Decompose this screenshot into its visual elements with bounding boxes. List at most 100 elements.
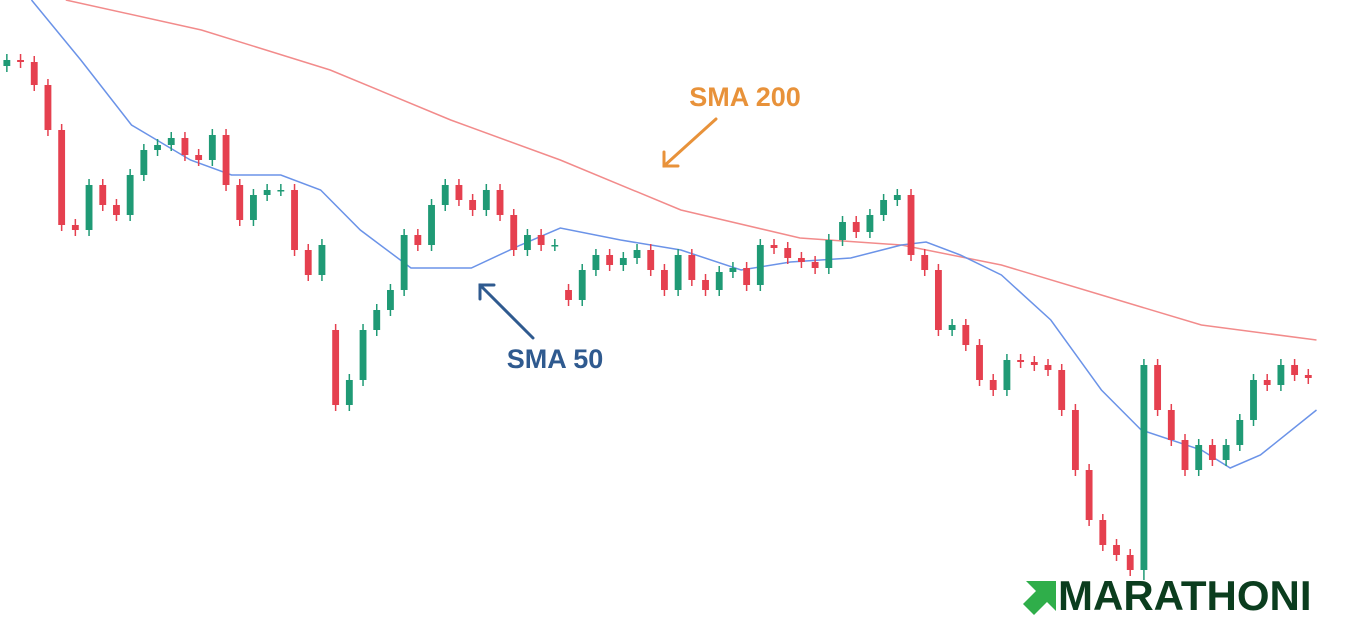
- sma-line: [30, 0, 1317, 469]
- candle-body: [784, 248, 792, 258]
- candle-body: [345, 380, 353, 405]
- candle-body: [277, 190, 285, 192]
- candle-body: [1167, 410, 1175, 440]
- candle-body: [17, 60, 24, 62]
- candle-body: [1154, 365, 1162, 410]
- candle-body: [989, 380, 997, 390]
- candle-body: [44, 85, 52, 130]
- candle-body: [1113, 545, 1120, 555]
- candle-body: [948, 325, 956, 330]
- candle-body: [880, 200, 888, 215]
- annotation-arrow: [662, 117, 718, 168]
- candle-body: [85, 185, 93, 230]
- candle-body: [537, 235, 545, 245]
- candle-body: [756, 245, 764, 285]
- candle-body: [1236, 420, 1244, 445]
- candle-body: [510, 215, 518, 250]
- candle-body: [702, 280, 709, 290]
- candle-body: [71, 225, 79, 230]
- arrow-head: [478, 283, 496, 301]
- candle-body: [291, 190, 298, 250]
- candle-body: [976, 345, 983, 380]
- candle-body: [208, 135, 216, 160]
- candle-body: [3, 60, 11, 66]
- candle-body: [1263, 380, 1271, 385]
- annotation-arrow: [478, 283, 535, 340]
- candle-body: [236, 185, 244, 220]
- candle-body: [715, 272, 723, 290]
- candle-body: [647, 250, 655, 270]
- candle-body: [962, 325, 970, 345]
- candle-body: [839, 222, 846, 240]
- candle-body: [1017, 360, 1025, 362]
- arrow-shaft: [478, 283, 535, 340]
- candle-body: [1277, 365, 1285, 385]
- candle-body: [140, 150, 148, 175]
- sma-line: [65, 0, 1317, 341]
- candle-body: [1058, 370, 1066, 410]
- candle-body: [1085, 470, 1093, 520]
- candle-body: [1291, 365, 1299, 375]
- candle-body: [1003, 360, 1011, 390]
- candle-body: [1222, 445, 1230, 460]
- candle-body: [318, 245, 326, 275]
- candle-body: [565, 290, 572, 300]
- candle-body: [250, 195, 257, 220]
- candle-body: [400, 235, 408, 290]
- candle-body: [866, 215, 874, 232]
- candle-body: [921, 255, 929, 270]
- plot: [3, 0, 1317, 580]
- candle-body: [934, 270, 942, 330]
- candle-body: [907, 195, 915, 255]
- candle-body: [263, 190, 271, 195]
- candle-body: [414, 235, 422, 245]
- candle-body: [1140, 365, 1148, 570]
- candle-body: [482, 190, 490, 210]
- annotation: SMA 200: [689, 82, 801, 112]
- candle-body: [1195, 445, 1203, 470]
- annotation: SMA 50: [507, 344, 604, 374]
- candle-body: [893, 195, 901, 200]
- arrow-head: [662, 150, 680, 168]
- candle-body: [1208, 445, 1216, 460]
- candle-body: [852, 222, 860, 232]
- candle-body: [1099, 520, 1107, 545]
- candle-body: [373, 310, 381, 330]
- candle-body: [469, 200, 477, 210]
- candle-body: [99, 185, 107, 205]
- candle-body: [825, 240, 833, 268]
- candle-body: [359, 330, 367, 380]
- candle-body: [797, 258, 805, 262]
- candle-body: [154, 145, 161, 150]
- candle-body: [661, 270, 668, 290]
- logo-text: MARATHONI: [1058, 572, 1312, 619]
- candle-body: [674, 255, 682, 290]
- candle-body: [1181, 440, 1189, 470]
- candle-body: [58, 130, 66, 225]
- candle-body: [578, 270, 586, 300]
- candle-body: [1044, 365, 1052, 370]
- candle-body: [606, 255, 614, 265]
- candle-body: [524, 235, 531, 250]
- candle-body: [1304, 375, 1312, 378]
- logo-icon: [1023, 581, 1056, 615]
- candle-body: [428, 205, 435, 245]
- arrow-shaft: [662, 117, 718, 168]
- candle-body: [496, 190, 504, 215]
- candle-body: [332, 330, 340, 405]
- candle-body: [30, 62, 38, 85]
- candle-body: [743, 268, 751, 285]
- candle-body: [1071, 410, 1079, 470]
- candle-body: [167, 138, 175, 145]
- candle-body: [633, 250, 641, 258]
- candle-body: [729, 268, 737, 272]
- candle-body: [551, 245, 559, 247]
- candle-body: [113, 205, 120, 215]
- candle-body: [222, 135, 230, 185]
- candle-body: [1250, 380, 1257, 420]
- candle-body: [1126, 555, 1134, 570]
- candle-body: [181, 138, 189, 155]
- candle-body: [592, 255, 600, 270]
- candle-body: [441, 185, 449, 205]
